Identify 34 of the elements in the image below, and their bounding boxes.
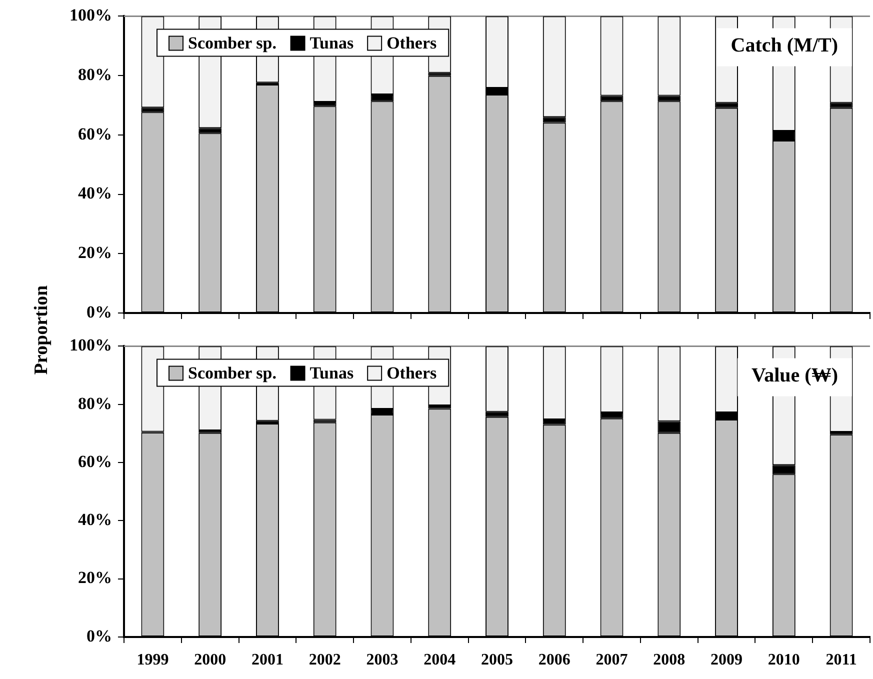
x-tick-label: 2008 xyxy=(653,652,686,669)
x-tick-label: 2009 xyxy=(710,652,743,669)
y-tick-label: 0% xyxy=(86,626,112,646)
x-tick-label: 2006 xyxy=(538,652,570,669)
legend-label: Others xyxy=(386,34,438,53)
x-tick-label: 2000 xyxy=(194,652,226,669)
y-tick-label: 0% xyxy=(86,302,112,322)
y-tick-label: 60% xyxy=(78,452,112,471)
legend-label: Scomber sp. xyxy=(188,34,276,53)
y-tick-label: 80% xyxy=(78,64,112,84)
y-tick-label: 20% xyxy=(78,243,112,262)
legend-label: Tunas xyxy=(310,34,354,53)
x-tick-label: 2001 xyxy=(251,652,284,669)
y-tick-label: 40% xyxy=(78,510,112,530)
x-tick-label: 1999 xyxy=(136,652,169,669)
x-tick-label: 2005 xyxy=(481,652,513,669)
text: Catch (M/T) xyxy=(730,34,838,56)
y-tick-label: 40% xyxy=(78,184,112,203)
x-tick-label: 2011 xyxy=(826,652,857,669)
text: Value (₩) xyxy=(752,364,838,386)
legend-label: Scomber sp. xyxy=(188,364,276,383)
y-tick-label: 80% xyxy=(78,394,112,413)
legend-label: Others xyxy=(386,364,438,383)
y-axis-title: Proportion xyxy=(31,285,53,375)
y-tick-label: 100% xyxy=(70,6,112,25)
legend-label: Tunas xyxy=(310,364,354,383)
x-tick-label: 2004 xyxy=(424,652,456,669)
x-tick-label: 2002 xyxy=(308,652,341,669)
x-tick-label: 2003 xyxy=(366,652,398,669)
x-tick-label: 2010 xyxy=(768,652,800,669)
y-tick-label: 20% xyxy=(78,568,112,588)
y-tick-label: 60% xyxy=(78,124,112,144)
x-tick-label: 2007 xyxy=(596,652,628,669)
y-tick-label: 100% xyxy=(70,336,112,355)
